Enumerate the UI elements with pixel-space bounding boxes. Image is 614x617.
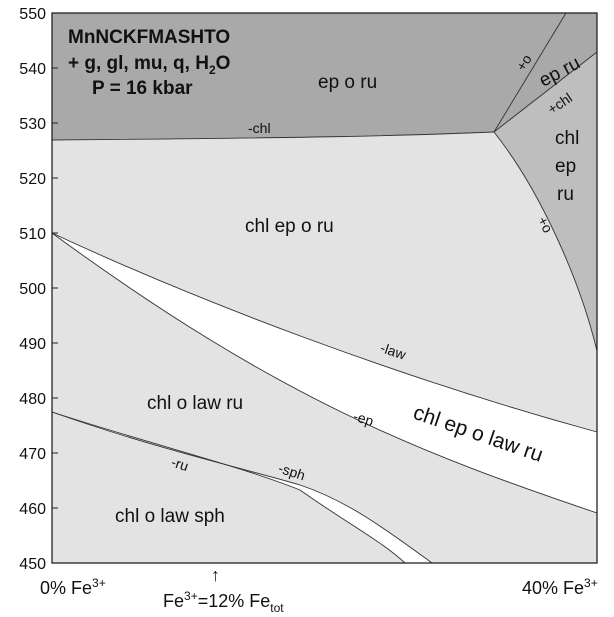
reaction-line-o-right bbox=[493, 131, 598, 352]
field-chl-ep-ru bbox=[494, 52, 597, 351]
y-tick-label: 520 bbox=[19, 171, 46, 188]
y-tick-label: 500 bbox=[19, 281, 46, 298]
reaction-line-ru bbox=[51, 411, 406, 564]
reaction-label-ru: -ru bbox=[169, 454, 190, 475]
pressure-label: P = 16 kbar bbox=[92, 78, 193, 99]
field-label-chl-o-law-sph: chl o law sph bbox=[115, 506, 225, 527]
y-tick-label: 450 bbox=[19, 556, 46, 573]
reaction-line-sph bbox=[51, 411, 433, 564]
x-marker-label: Fe3+=12% Fetot bbox=[163, 589, 284, 615]
field-label-ep-o-ru: ep o ru bbox=[318, 72, 377, 93]
reaction-label-law: -law bbox=[378, 339, 408, 362]
field-label-chl-o-law-ru: chl o law ru bbox=[147, 393, 243, 414]
reaction-line-o-upper bbox=[493, 12, 567, 133]
reaction-label-chl: -chl bbox=[248, 120, 271, 136]
y-tick-label: 550 bbox=[19, 6, 46, 23]
y-tick-label: 510 bbox=[19, 226, 46, 243]
field-chl-ep-o-law-ru bbox=[52, 233, 597, 513]
y-axis-ticks: 450 460 470 480 490 500 510 520 530 540 550 bbox=[19, 6, 58, 573]
y-tick-label: 460 bbox=[19, 501, 46, 518]
reaction-label-ep: -ep bbox=[351, 408, 375, 430]
y-tick-label: 540 bbox=[19, 61, 46, 78]
x-label-left: 0% Fe3+ bbox=[40, 576, 106, 598]
y-tick-label: 530 bbox=[19, 116, 46, 133]
y-tick-label: 470 bbox=[19, 446, 46, 463]
y-tick-label: 480 bbox=[19, 391, 46, 408]
field-label-chl-ep-o-ru: chl ep o ru bbox=[245, 216, 334, 237]
reaction-line-law bbox=[51, 232, 598, 433]
field-label-chl-2: ep bbox=[555, 156, 576, 177]
reaction-line-chl bbox=[51, 131, 495, 141]
field-sliver bbox=[52, 412, 432, 563]
phase-assemblage: + g, gl, mu, q, H2O bbox=[68, 53, 230, 77]
y-tick-label: 490 bbox=[19, 336, 46, 353]
field-ep-o-ru bbox=[52, 13, 566, 140]
reaction-label-o-top: +o bbox=[513, 51, 535, 73]
x-label-right: 40% Fe3+ bbox=[522, 576, 598, 598]
reaction-line-ep bbox=[51, 232, 598, 514]
field-label-chl-3: ru bbox=[557, 184, 574, 205]
reaction-line-chl-upper bbox=[493, 51, 598, 133]
x-marker-arrow: ↑ bbox=[211, 565, 220, 585]
system-name: MnNCKFMASHTO bbox=[68, 27, 230, 48]
field-ep-ru bbox=[494, 13, 597, 132]
reaction-lines bbox=[51, 12, 598, 564]
reaction-label-o-right: +o bbox=[535, 214, 557, 236]
field-label-chl-1: chl bbox=[555, 128, 579, 149]
